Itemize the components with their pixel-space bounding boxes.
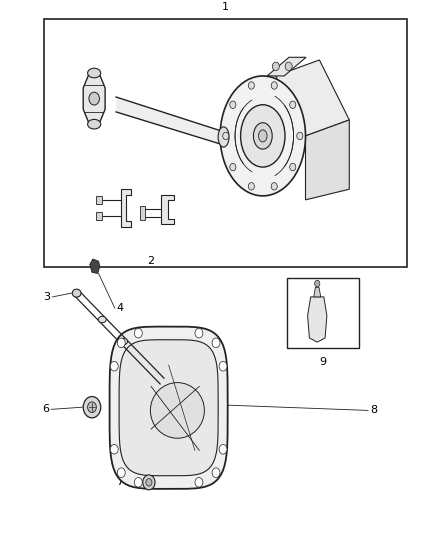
Circle shape	[219, 361, 227, 371]
Polygon shape	[305, 120, 350, 200]
Circle shape	[143, 475, 155, 490]
Polygon shape	[161, 195, 174, 224]
Ellipse shape	[254, 123, 272, 149]
Text: 4: 4	[116, 303, 123, 313]
Polygon shape	[267, 57, 306, 76]
Polygon shape	[110, 327, 228, 489]
Ellipse shape	[88, 119, 101, 129]
Ellipse shape	[258, 130, 267, 142]
Text: 1: 1	[222, 2, 229, 12]
Text: V: V	[331, 325, 339, 335]
Circle shape	[195, 478, 203, 487]
Text: 8: 8	[370, 406, 377, 415]
Circle shape	[212, 468, 220, 478]
Text: 5: 5	[120, 340, 127, 350]
Ellipse shape	[88, 68, 101, 78]
Circle shape	[110, 361, 118, 371]
Polygon shape	[83, 72, 105, 125]
Text: 3: 3	[43, 292, 50, 302]
Circle shape	[134, 328, 142, 338]
Circle shape	[297, 132, 303, 140]
Circle shape	[134, 478, 142, 487]
Circle shape	[314, 280, 320, 287]
Circle shape	[271, 82, 277, 89]
Circle shape	[117, 468, 125, 478]
Polygon shape	[116, 97, 220, 144]
Bar	[140, 206, 145, 220]
Circle shape	[89, 92, 99, 105]
Circle shape	[110, 445, 118, 454]
Circle shape	[290, 163, 296, 171]
Circle shape	[290, 101, 296, 109]
Circle shape	[83, 397, 101, 418]
Text: R: R	[331, 290, 339, 301]
Ellipse shape	[240, 104, 285, 167]
Polygon shape	[276, 60, 350, 136]
Text: T: T	[332, 308, 338, 318]
Circle shape	[248, 82, 254, 89]
Circle shape	[212, 338, 220, 348]
Circle shape	[219, 445, 227, 454]
Ellipse shape	[98, 316, 106, 322]
Bar	[96, 212, 102, 220]
Circle shape	[230, 101, 236, 109]
Circle shape	[285, 62, 292, 70]
Circle shape	[248, 183, 254, 190]
Text: 7: 7	[117, 478, 124, 487]
Circle shape	[117, 338, 125, 348]
Polygon shape	[119, 340, 218, 476]
Circle shape	[272, 62, 279, 70]
Polygon shape	[307, 297, 327, 342]
Circle shape	[230, 163, 236, 171]
Text: 6: 6	[42, 405, 49, 414]
Polygon shape	[121, 189, 131, 227]
Ellipse shape	[220, 76, 305, 196]
Bar	[96, 196, 102, 204]
Text: 2: 2	[148, 256, 155, 266]
Circle shape	[195, 328, 203, 338]
Polygon shape	[90, 259, 100, 273]
Circle shape	[88, 402, 96, 413]
Circle shape	[146, 479, 152, 486]
Bar	[44, 19, 407, 266]
Circle shape	[271, 183, 277, 190]
Ellipse shape	[218, 127, 229, 147]
Text: 9: 9	[319, 357, 327, 367]
Bar	[287, 278, 359, 348]
Circle shape	[223, 132, 229, 140]
Ellipse shape	[150, 383, 205, 438]
Ellipse shape	[120, 338, 127, 345]
Ellipse shape	[72, 289, 81, 297]
Polygon shape	[314, 287, 321, 297]
